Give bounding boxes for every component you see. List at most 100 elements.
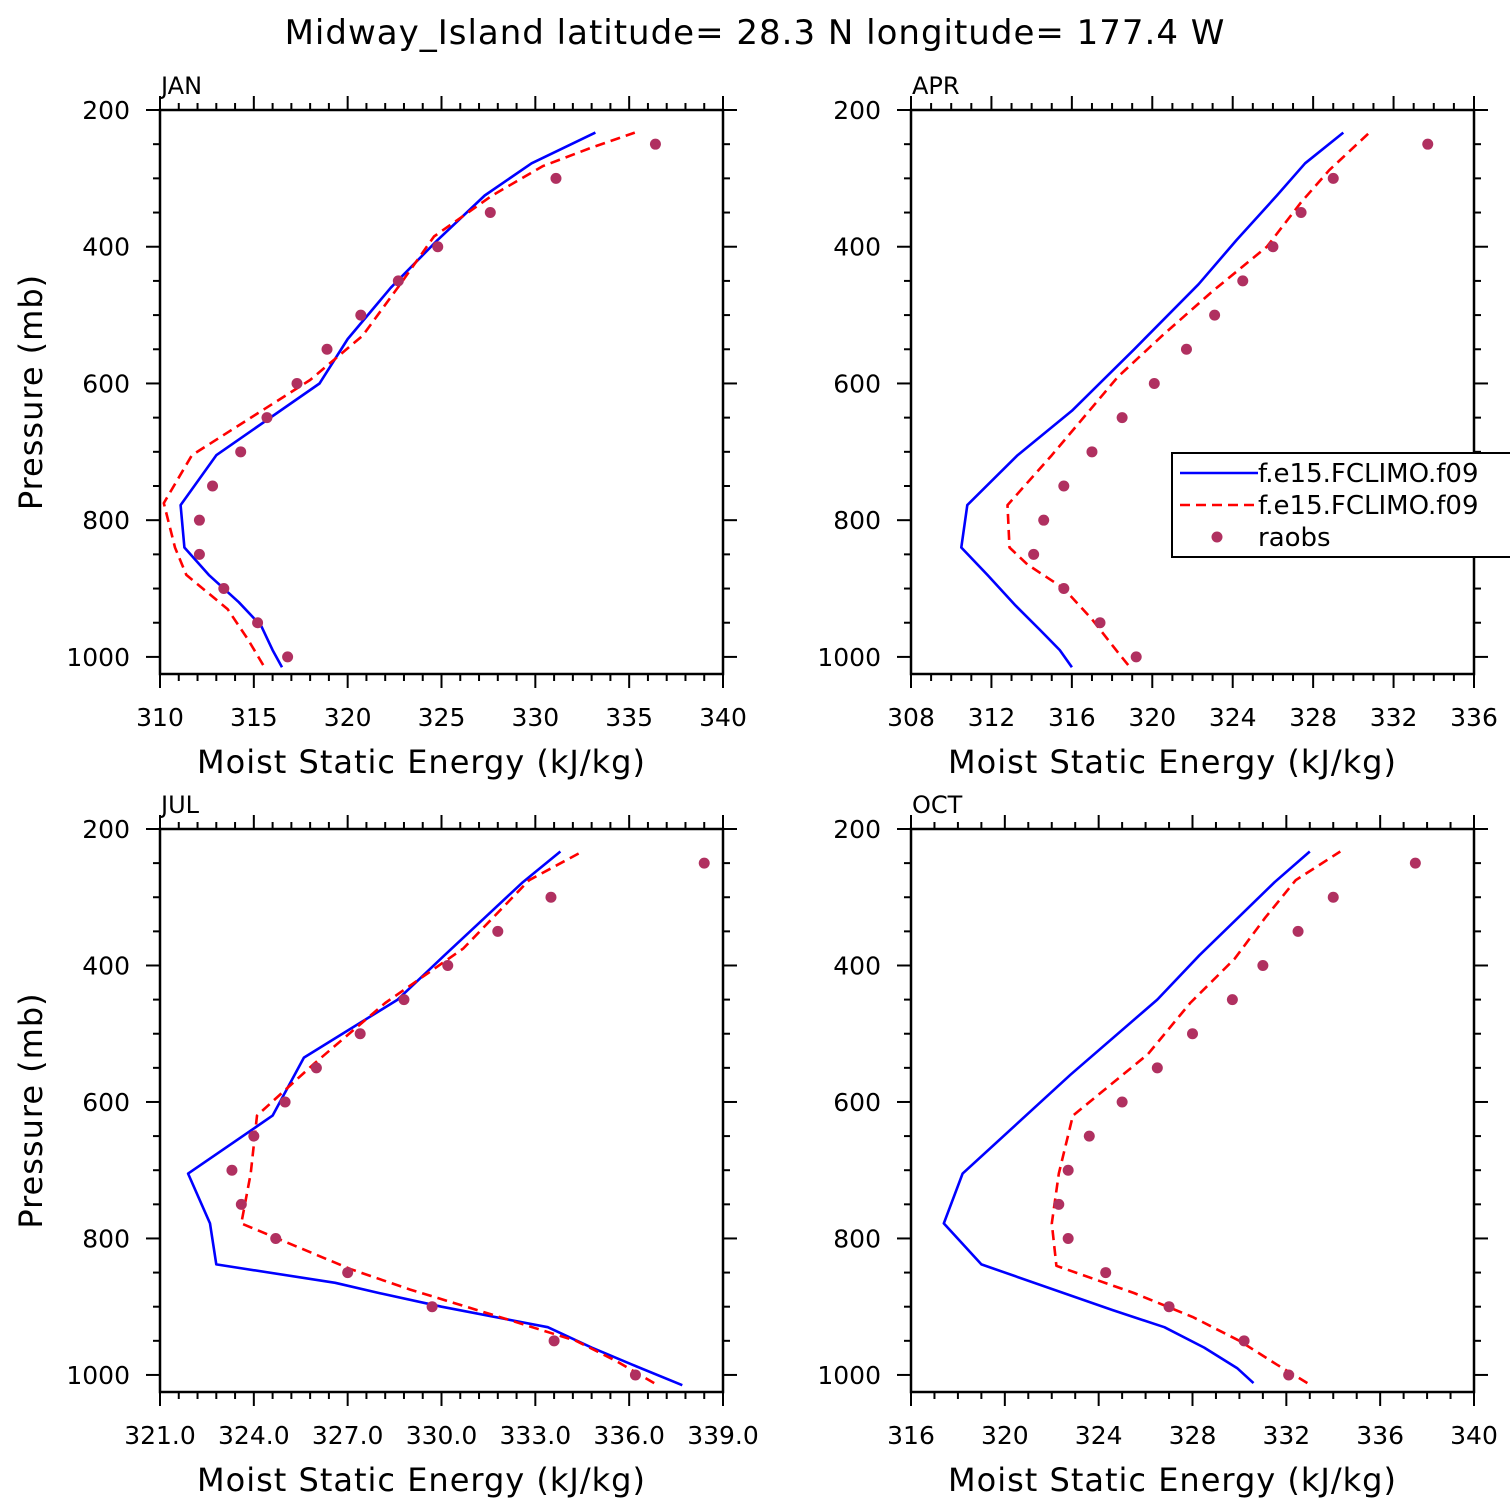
series-line-solid: [942, 850, 1311, 1385]
raobs-point: [193, 514, 205, 526]
y-axis-label: Pressure (mb): [12, 992, 50, 1228]
x-tick-label: 321.0: [124, 1421, 196, 1450]
y-tick-label: 800: [833, 506, 881, 535]
raobs-point: [321, 343, 333, 355]
y-tick-label: 600: [833, 369, 881, 398]
panel-title: JAN: [159, 72, 202, 100]
x-axis-label: Moist Static Energy (kJ/kg): [948, 1461, 1397, 1499]
panel-title: APR: [912, 72, 960, 100]
raobs-point: [698, 857, 710, 869]
y-tick-label: 1000: [66, 1361, 130, 1390]
raobs-point: [261, 412, 273, 424]
x-tick-label: 327.0: [312, 1421, 384, 1450]
x-axis-label: Moist Static Energy (kJ/kg): [197, 1461, 646, 1499]
raobs-point: [248, 1130, 260, 1142]
legend-label: f.e15.FCLIMO.f09: [1258, 459, 1478, 489]
panel-title: OCT: [912, 791, 963, 819]
raobs-point: [1237, 275, 1249, 287]
raobs-point: [1187, 1028, 1198, 1040]
x-axis-label: Moist Static Energy (kJ/kg): [197, 743, 646, 781]
y-tick-label: 600: [82, 369, 130, 398]
x-tick-label: 332: [1262, 1421, 1310, 1450]
legend-label: f.e15.FCLIMO.f09: [1258, 491, 1478, 521]
raobs-point: [392, 275, 404, 287]
x-tick-label: 328: [1169, 1421, 1217, 1450]
x-tick-label: 316: [1048, 703, 1096, 732]
x-tick-label: 316: [887, 1421, 935, 1450]
raobs-point: [1086, 446, 1098, 458]
raobs-point: [1238, 1335, 1250, 1347]
raobs-point: [1083, 1130, 1095, 1142]
legend-label: raobs: [1258, 523, 1331, 553]
raobs-point: [291, 377, 303, 389]
x-tick-label: 340: [699, 703, 747, 732]
raobs-point: [492, 925, 504, 937]
series-line-dashed: [1006, 131, 1371, 666]
y-tick-label: 400: [82, 233, 130, 262]
y-tick-label: 600: [833, 1088, 881, 1117]
series-line-dashed: [240, 850, 655, 1385]
x-tick-label: 330.0: [406, 1421, 478, 1450]
y-tick-label: 1000: [817, 643, 881, 672]
panel-apr: 308 312 316 320 324 328 332 336 200 400 600 800 1000…: [817, 72, 1497, 781]
series-line-solid: [179, 131, 596, 668]
raobs-point: [1295, 207, 1307, 219]
raobs-point: [1038, 514, 1050, 526]
x-tick-label: 335: [605, 703, 653, 732]
plot-area: [959, 131, 1434, 668]
raobs-point: [354, 1028, 366, 1040]
y-tick-label: 400: [833, 233, 881, 262]
x-tick-label: 310: [136, 703, 184, 732]
series-line-dashed: [1050, 850, 1342, 1385]
figure-title: Midway_Island latitude= 28.3 N longitude…: [285, 13, 1226, 53]
raobs-point: [1180, 343, 1192, 355]
raobs-point: [1058, 583, 1070, 595]
plot-frame: [909, 108, 1476, 676]
y-tick-label: 200: [833, 815, 881, 844]
x-tick-label: 333.0: [500, 1421, 572, 1450]
raobs-point: [442, 959, 454, 971]
x-tick-label: 332: [1370, 703, 1418, 732]
raobs-point: [310, 1062, 322, 1074]
raobs-point: [1327, 172, 1339, 184]
raobs-point: [1209, 309, 1221, 321]
raobs-point: [1409, 857, 1421, 869]
raobs-point: [1116, 1096, 1128, 1108]
raobs-point: [193, 548, 205, 560]
panel-jul: 321.0 324.0 327.0 330.0 333.0 336.0 339.0 200 40…: [12, 791, 759, 1499]
raobs-point: [1062, 1164, 1074, 1176]
raobs-point: [226, 1164, 238, 1176]
raobs-point: [1283, 1369, 1295, 1381]
x-tick-label: 336.0: [593, 1421, 665, 1450]
raobs-point: [1226, 994, 1238, 1006]
raobs-point: [1053, 1198, 1065, 1210]
raobs-point: [1130, 651, 1142, 663]
x-tick-label: 336: [1450, 703, 1498, 732]
raobs-point: [649, 138, 661, 150]
x-tick-label: 336: [1356, 1421, 1404, 1450]
raobs-point: [545, 891, 557, 903]
raobs-point: [1100, 1267, 1112, 1279]
series-line-solid: [186, 850, 683, 1387]
panel-title: JUL: [159, 791, 200, 819]
raobs-point: [1094, 617, 1106, 629]
plot-frame: [158, 108, 725, 676]
raobs-point: [548, 1335, 560, 1347]
raobs-point: [550, 172, 562, 184]
raobs-point: [1148, 377, 1160, 389]
panel-oct: 316 320 324 328 332 336 340 200 400 600 800 1000 OCT…: [817, 791, 1497, 1499]
raobs-point: [270, 1232, 282, 1244]
x-axis-label: Moist Static Energy (kJ/kg): [948, 743, 1397, 781]
raobs-point: [1062, 1232, 1074, 1244]
raobs-point: [235, 1198, 247, 1210]
y-tick-label: 800: [833, 1224, 881, 1253]
raobs-point: [1116, 412, 1128, 424]
x-tick-label: 328: [1289, 703, 1337, 732]
legend-marker-raobs: [1211, 531, 1223, 543]
y-tick-label: 200: [82, 96, 130, 125]
x-tick-label: 324: [1209, 703, 1257, 732]
raobs-point: [484, 207, 496, 219]
raobs-point: [426, 1301, 438, 1313]
